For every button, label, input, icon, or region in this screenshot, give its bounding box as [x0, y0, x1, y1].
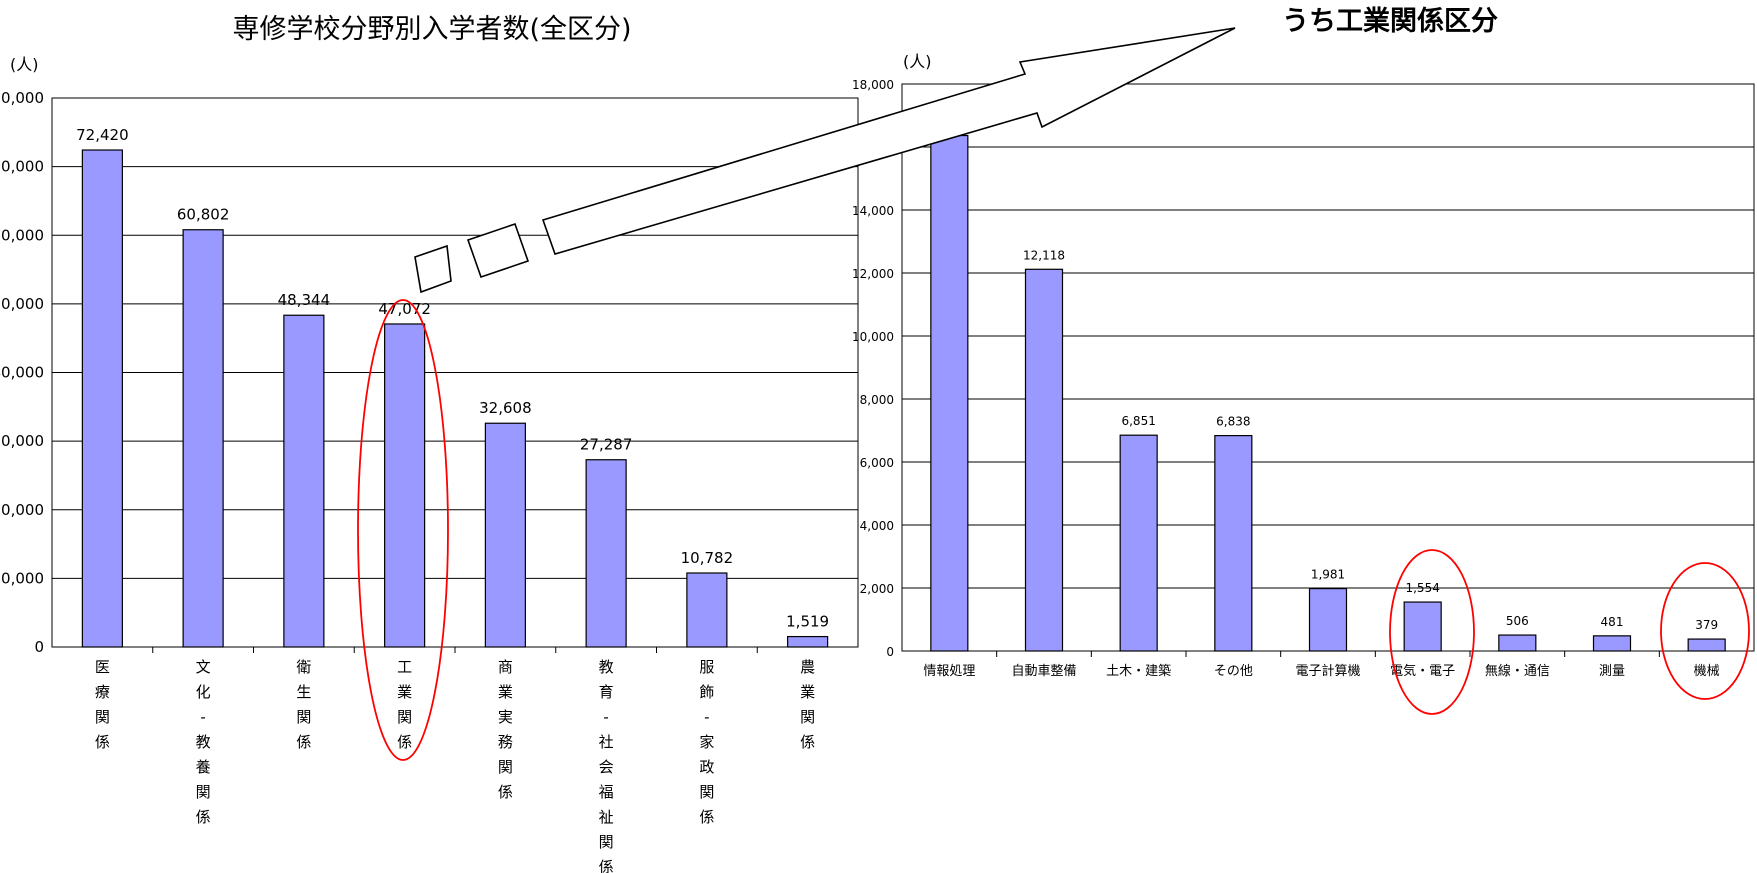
- left-value-label: 1,519: [786, 613, 829, 631]
- right-y-tick-label: 8,000: [860, 393, 894, 407]
- left-y-tick-label: 30,000: [0, 432, 44, 450]
- right-y-tick-label: 18,000: [852, 78, 894, 92]
- arrow-dash-segment: [466, 222, 530, 279]
- left-category-label: 服飾-家政関係: [699, 658, 714, 826]
- right-chart-grid: 0 2,000 4,000 6,000 8,000 10,000 12,000 14,000 1…: [852, 78, 1755, 659]
- arrow-dash-segment: [414, 244, 452, 294]
- left-category-label: 文化-教養関係: [196, 658, 211, 826]
- right-bar: [1119, 434, 1158, 652]
- left-chart-unit: (人): [10, 55, 39, 74]
- right-bar: [1024, 268, 1064, 652]
- right-value-label: 1,554: [1405, 581, 1439, 595]
- left-chart-bars: 72,420医療関係60,802文化-教養関係48,344衛生関係47,072工…: [76, 126, 829, 873]
- left-y-tick-label: 20,000: [0, 501, 44, 519]
- left-value-label: 27,287: [580, 436, 633, 454]
- right-value-label: 6,838: [1216, 415, 1250, 429]
- right-chart-unit: (人): [903, 52, 932, 71]
- right-y-tick-label: 14,000: [852, 204, 894, 218]
- right-value-label: 1,981: [1311, 568, 1345, 582]
- right-y-tick-label: 10,000: [852, 330, 894, 344]
- left-bar: [484, 422, 526, 648]
- left-bar: [182, 229, 224, 648]
- right-value-label: 506: [1506, 614, 1529, 628]
- left-value-label: 72,420: [76, 126, 129, 144]
- right-bar: [1592, 635, 1632, 652]
- left-category-label: 農業関係: [800, 658, 815, 751]
- right-category-label: 電子計算機: [1295, 663, 1360, 679]
- left-bar: [384, 323, 426, 648]
- highlight-ellipse-electric: [1389, 549, 1475, 715]
- right-category-label: 機械: [1694, 664, 1720, 679]
- left-bar: [81, 149, 123, 648]
- right-value-label: 6,851: [1121, 414, 1155, 428]
- right-bar: [1214, 435, 1253, 652]
- left-y-tick-label: 70,000: [0, 158, 44, 176]
- left-category-label: 商業実務関係: [498, 658, 513, 801]
- right-y-tick-label: 6,000: [860, 456, 894, 470]
- right-category-label: 無線・通信: [1485, 663, 1550, 679]
- right-category-label: 自動車整備: [1011, 663, 1076, 679]
- right-category-label: 土木・建築: [1106, 664, 1171, 679]
- left-category-label: 教育-社会福祉関係: [599, 658, 614, 873]
- right-bar: [930, 134, 969, 652]
- left-y-tick-label: 80,000: [0, 89, 44, 107]
- right-value-label: 12,118: [1023, 248, 1065, 262]
- highlight-ellipse-industry: [357, 299, 449, 761]
- highlight-ellipse-machine: [1660, 562, 1750, 700]
- left-y-tick-label: 0: [34, 638, 44, 656]
- left-value-label: 48,344: [278, 291, 331, 309]
- right-category-label: 測量: [1599, 664, 1625, 679]
- right-y-tick-label: 4,000: [860, 519, 894, 533]
- left-category-label: 衛生関係: [296, 658, 311, 751]
- arrow-body: [541, 27, 1236, 255]
- left-value-label: 60,802: [177, 206, 230, 224]
- left-bar: [585, 459, 627, 648]
- left-value-label: 32,608: [479, 399, 532, 417]
- right-category-label: その他: [1214, 664, 1253, 679]
- left-value-label: 10,782: [681, 549, 734, 567]
- left-bar: [787, 635, 829, 648]
- left-category-label: 工業関係: [397, 658, 412, 751]
- right-bar: [1498, 634, 1537, 652]
- right-value-label: 481: [1601, 615, 1624, 629]
- left-y-tick-label: 10,000: [0, 569, 44, 587]
- left-bar: [686, 572, 728, 648]
- callout-arrow: [414, 27, 1236, 294]
- right-category-label: 情報処理: [923, 664, 975, 679]
- right-bar: [1308, 587, 1348, 652]
- right-bar: [1403, 601, 1442, 652]
- left-y-tick-label: 60,000: [0, 226, 44, 244]
- right-y-tick-label: 2,000: [860, 582, 894, 596]
- right-bar: [1687, 638, 1726, 652]
- right-chart-title: うち工業関係区分: [1282, 6, 1498, 37]
- left-bar: [283, 314, 325, 648]
- right-y-tick-label: 12,000: [852, 267, 894, 281]
- right-chart-bars: 16,364情報処理12,118自動車整備6,851土木・建築6,838その他1…: [923, 115, 1726, 679]
- right-value-label: 379: [1695, 618, 1718, 632]
- left-category-label: 医療関係: [95, 658, 110, 751]
- left-y-tick-label: 50,000: [0, 295, 44, 313]
- left-y-tick-label: 40,000: [0, 364, 44, 382]
- right-y-tick-label: 0: [886, 645, 894, 659]
- right-category-label: 電気・電子: [1390, 663, 1455, 679]
- left-chart-title: 専修学校分野別入学者数(全区分): [232, 14, 631, 45]
